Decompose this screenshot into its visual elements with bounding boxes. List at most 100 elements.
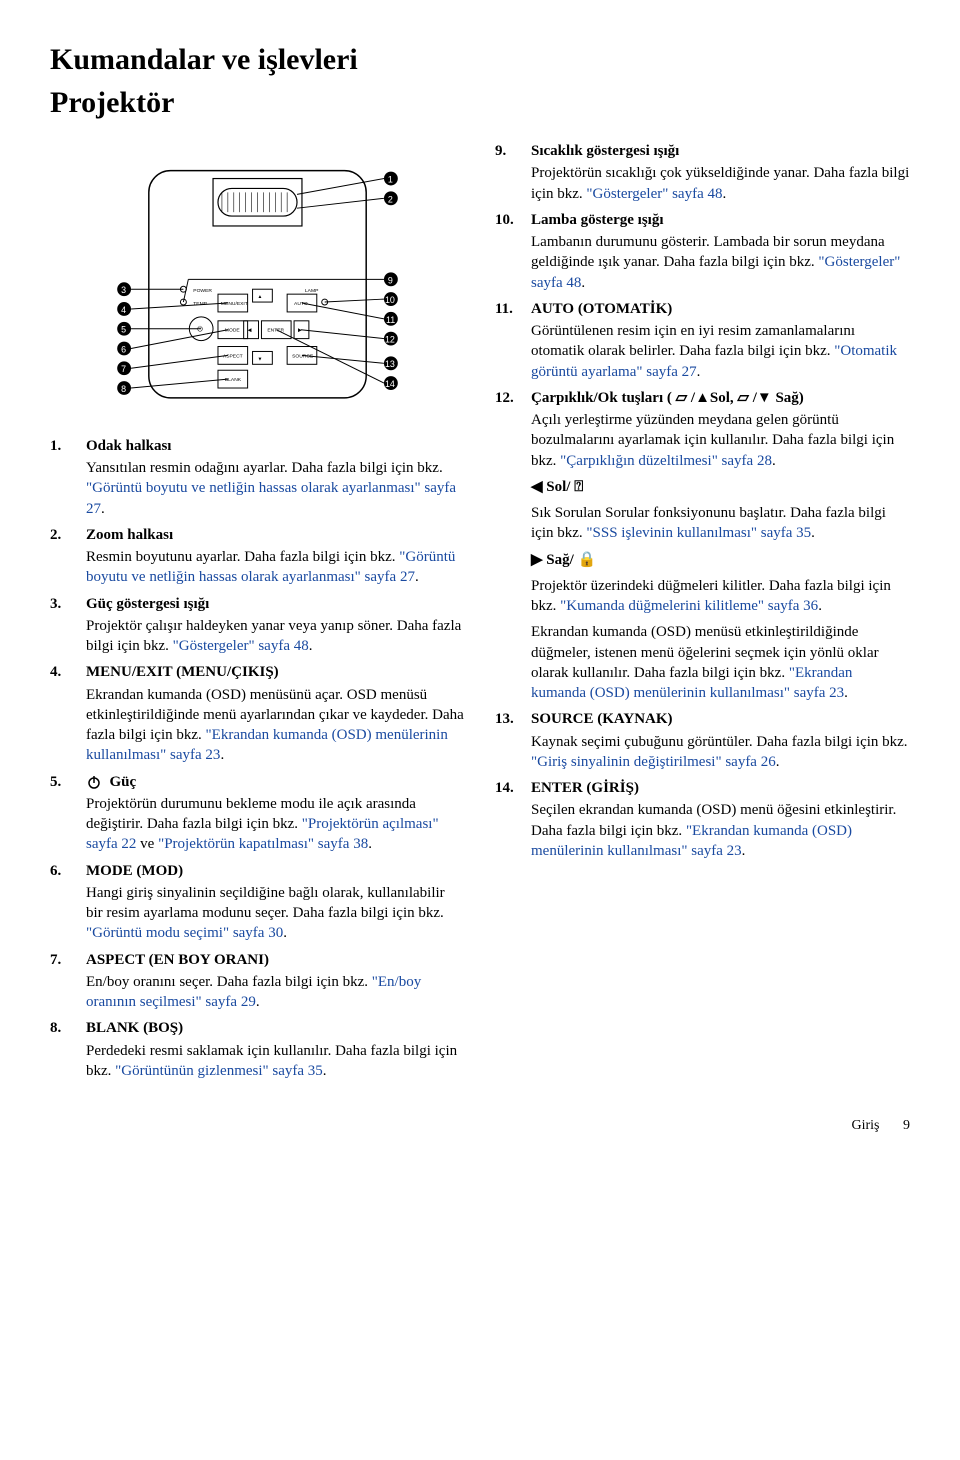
cross-reference-link[interactable]: "Ekrandan kumanda (OSD) menülerinin kull… — [531, 823, 852, 859]
svg-text:5: 5 — [121, 325, 126, 335]
svg-text:13: 13 — [385, 359, 395, 369]
item-description: Ekrandan kumanda (OSD) menüsünü açar. OS… — [86, 685, 465, 766]
item-number: 1. — [50, 436, 72, 456]
item-description: Seçilen ekrandan kumanda (OSD) menü öğes… — [531, 800, 910, 861]
cross-reference-link[interactable]: "En/boy oranının seçilmesi" sayfa 29 — [86, 974, 421, 1010]
svg-text:▲: ▲ — [258, 295, 263, 300]
cross-reference-link[interactable]: "Ekrandan kumanda (OSD) menülerinin kull… — [531, 665, 852, 701]
item-description: Perdedeki resmi saklamak için kullanılır… — [86, 1041, 465, 1082]
cross-reference-link[interactable]: "Göstergeler" sayfa 48 — [173, 638, 309, 654]
item-number: 4. — [50, 662, 72, 682]
item-description: Açılı yerleştirme yüzünden meydana gelen… — [531, 410, 910, 471]
svg-text:⏻: ⏻ — [197, 326, 203, 334]
item-label: Güç — [86, 772, 136, 792]
svg-text:10: 10 — [385, 295, 395, 305]
svg-text:3: 3 — [121, 285, 126, 295]
svg-text:MODE: MODE — [225, 328, 241, 334]
svg-text:BLANK: BLANK — [225, 377, 242, 383]
item-label: BLANK (BOŞ) — [86, 1018, 183, 1038]
item-description: Kaynak seçimi çubuğunu görüntüler. Daha … — [531, 732, 910, 773]
item-number: 6. — [50, 861, 72, 881]
list-item: 1.Odak halkasıYansıtılan resmin odağını … — [50, 436, 465, 519]
item-number: 9. — [495, 141, 517, 161]
item-description: Lambanın durumunu gösterir. Lambada bir … — [531, 232, 910, 293]
list-item: 13. SOURCE (KAYNAK) Kaynak seçimi çubuğunu… — [495, 709, 910, 772]
svg-text:2: 2 — [388, 194, 393, 204]
item-number: 10. — [495, 210, 517, 230]
list-item: 10. Lamba gösterge ışığıLambanın durumunu… — [495, 210, 910, 293]
list-item: 7.ASPECT (EN BOY ORANI)En/boy oranını se… — [50, 950, 465, 1013]
cross-reference-link[interactable]: "Göstergeler" sayfa 48 — [586, 186, 722, 202]
cross-reference-link[interactable]: "Görüntü boyutu ve netliğin hassas olara… — [86, 480, 456, 516]
svg-text:ASPECT: ASPECT — [223, 353, 243, 359]
list-item: 3. Güç göstergesi ışığıProjektör çalışır … — [50, 594, 465, 657]
cross-reference-link[interactable]: "Otomatik görüntü ayarlama" sayfa 27 — [531, 343, 897, 379]
right-column: 9.Sıcaklık göstergesi ışığıProjektörün s… — [495, 141, 910, 1087]
cross-reference-link[interactable]: "Göstergeler" sayfa 48 — [531, 254, 900, 290]
item-description: Görüntülenen resim için en iyi resim zam… — [531, 321, 910, 382]
item-description: Yansıtılan resmin odağını ayarlar. Daha … — [86, 458, 465, 519]
cross-reference-link[interactable]: "Görüntü boyutu ve netliğin hassas olara… — [86, 549, 455, 585]
item-number: 2. — [50, 525, 72, 545]
item-description: Projektör çalışır haldeyken yanar veya y… — [86, 616, 465, 657]
sub-section: ◀ Sol/ ⍰ — [531, 477, 910, 497]
item-label: ENTER (GİRİŞ) — [531, 778, 639, 798]
list-item: 5. GüçProjektörün durumunu bekleme modu … — [50, 772, 465, 855]
item-number: 11. — [495, 299, 517, 319]
item-number: 7. — [50, 950, 72, 970]
left-column: POWER TEMP MENU/EXIT ▲ AUTO ⏻ MODE ◀ ENT… — [50, 141, 465, 1087]
sub-description: Sık Sorulan Sorular fonksiyonunu başlatı… — [531, 503, 910, 544]
cross-reference-link[interactable]: "Görüntünün gizlenmesi" sayfa 35 — [115, 1063, 323, 1079]
sub-section: ▶ Sağ/ 🔒 — [531, 550, 910, 570]
cross-reference-link[interactable]: "Projektörün kapatılması" sayfa 38 — [158, 836, 368, 852]
svg-text:▶: ▶ — [298, 328, 302, 334]
item-description: Hangi giriş sinyalinin seçildiğine bağlı… — [86, 883, 465, 944]
list-item: 11.AUTO (OTOMATİK)Görüntülenen resim içi… — [495, 299, 910, 382]
footer-section: Giriş — [852, 1118, 880, 1133]
list-item: 4. MENU/EXIT (MENU/ÇIKIŞ) Ekrandan kumanda… — [50, 662, 465, 765]
list-item: 8. BLANK (BOŞ) Perdedeki resmi saklamak iç… — [50, 1018, 465, 1081]
svg-text:14: 14 — [385, 379, 395, 389]
item-label: Lamba gösterge ışığı — [531, 210, 664, 230]
page-footer: Giriş 9 — [50, 1117, 910, 1136]
svg-text:6: 6 — [121, 344, 126, 354]
svg-text:◀: ◀ — [248, 328, 252, 334]
cross-reference-link[interactable]: "Giriş sinyalinin değiştirilmesi" sayfa … — [531, 754, 776, 770]
item-number: 14. — [495, 778, 517, 798]
svg-text:POWER: POWER — [193, 288, 212, 294]
cross-reference-link[interactable]: "Kumanda düğmelerini kilitleme" sayfa 36 — [560, 598, 818, 614]
footer-page-number: 9 — [903, 1118, 910, 1133]
item-description: En/boy oranını seçer. Daha fazla bilgi i… — [86, 972, 465, 1013]
svg-text:11: 11 — [386, 315, 395, 325]
item-label: Zoom halkası — [86, 525, 173, 545]
list-item: 6. MODE (MOD)Hangi giriş sinyalinin seçil… — [50, 861, 465, 944]
projector-diagram: POWER TEMP MENU/EXIT ▲ AUTO ⏻ MODE ◀ ENT… — [50, 141, 465, 418]
svg-text:9: 9 — [388, 275, 393, 285]
page-subtitle: Projektör — [50, 83, 910, 124]
item-label: Güç göstergesi ışığı — [86, 594, 209, 614]
list-item: 9.Sıcaklık göstergesi ışığıProjektörün s… — [495, 141, 910, 204]
item-number: 3. — [50, 594, 72, 614]
list-item: 2. Zoom halkasıResmin boyutunu ayarlar. D… — [50, 525, 465, 588]
svg-text:4: 4 — [121, 305, 126, 315]
svg-text:1: 1 — [388, 174, 393, 184]
cross-reference-link[interactable]: "Ekrandan kumanda (OSD) menülerinin kull… — [86, 727, 448, 763]
svg-text:7: 7 — [121, 364, 126, 374]
cross-reference-link[interactable]: "Görüntü modu seçimi" sayfa 30 — [86, 925, 283, 941]
svg-text:8: 8 — [121, 384, 126, 394]
svg-text:12: 12 — [385, 335, 395, 345]
page-title: Kumandalar ve işlevleri — [50, 40, 910, 81]
item-label: Çarpıklık/Ok tuşları ( ▱ /▲Sol, ▱ /▼ Sağ… — [531, 388, 804, 408]
item-description: Resmin boyutunu ayarlar. Daha fazla bilg… — [86, 547, 465, 588]
item-number: 13. — [495, 709, 517, 729]
item-description: Projektörün durumunu bekleme modu ile aç… — [86, 794, 465, 855]
item-label: MODE (MOD) — [86, 861, 183, 881]
item-label: MENU/EXIT (MENU/ÇIKIŞ) — [86, 662, 279, 682]
item-number: 8. — [50, 1018, 72, 1038]
item-label: SOURCE (KAYNAK) — [531, 709, 673, 729]
item-number: 12. — [495, 388, 517, 408]
cross-reference-link[interactable]: "SSS işlevinin kullanılması" sayfa 35 — [586, 525, 811, 541]
list-item: 14. ENTER (GİRİŞ)Seçilen ekrandan kumanda… — [495, 778, 910, 861]
svg-text:▼: ▼ — [258, 357, 263, 362]
cross-reference-link[interactable]: "Çarpıklığın düzeltilmesi" sayfa 28 — [560, 453, 772, 469]
